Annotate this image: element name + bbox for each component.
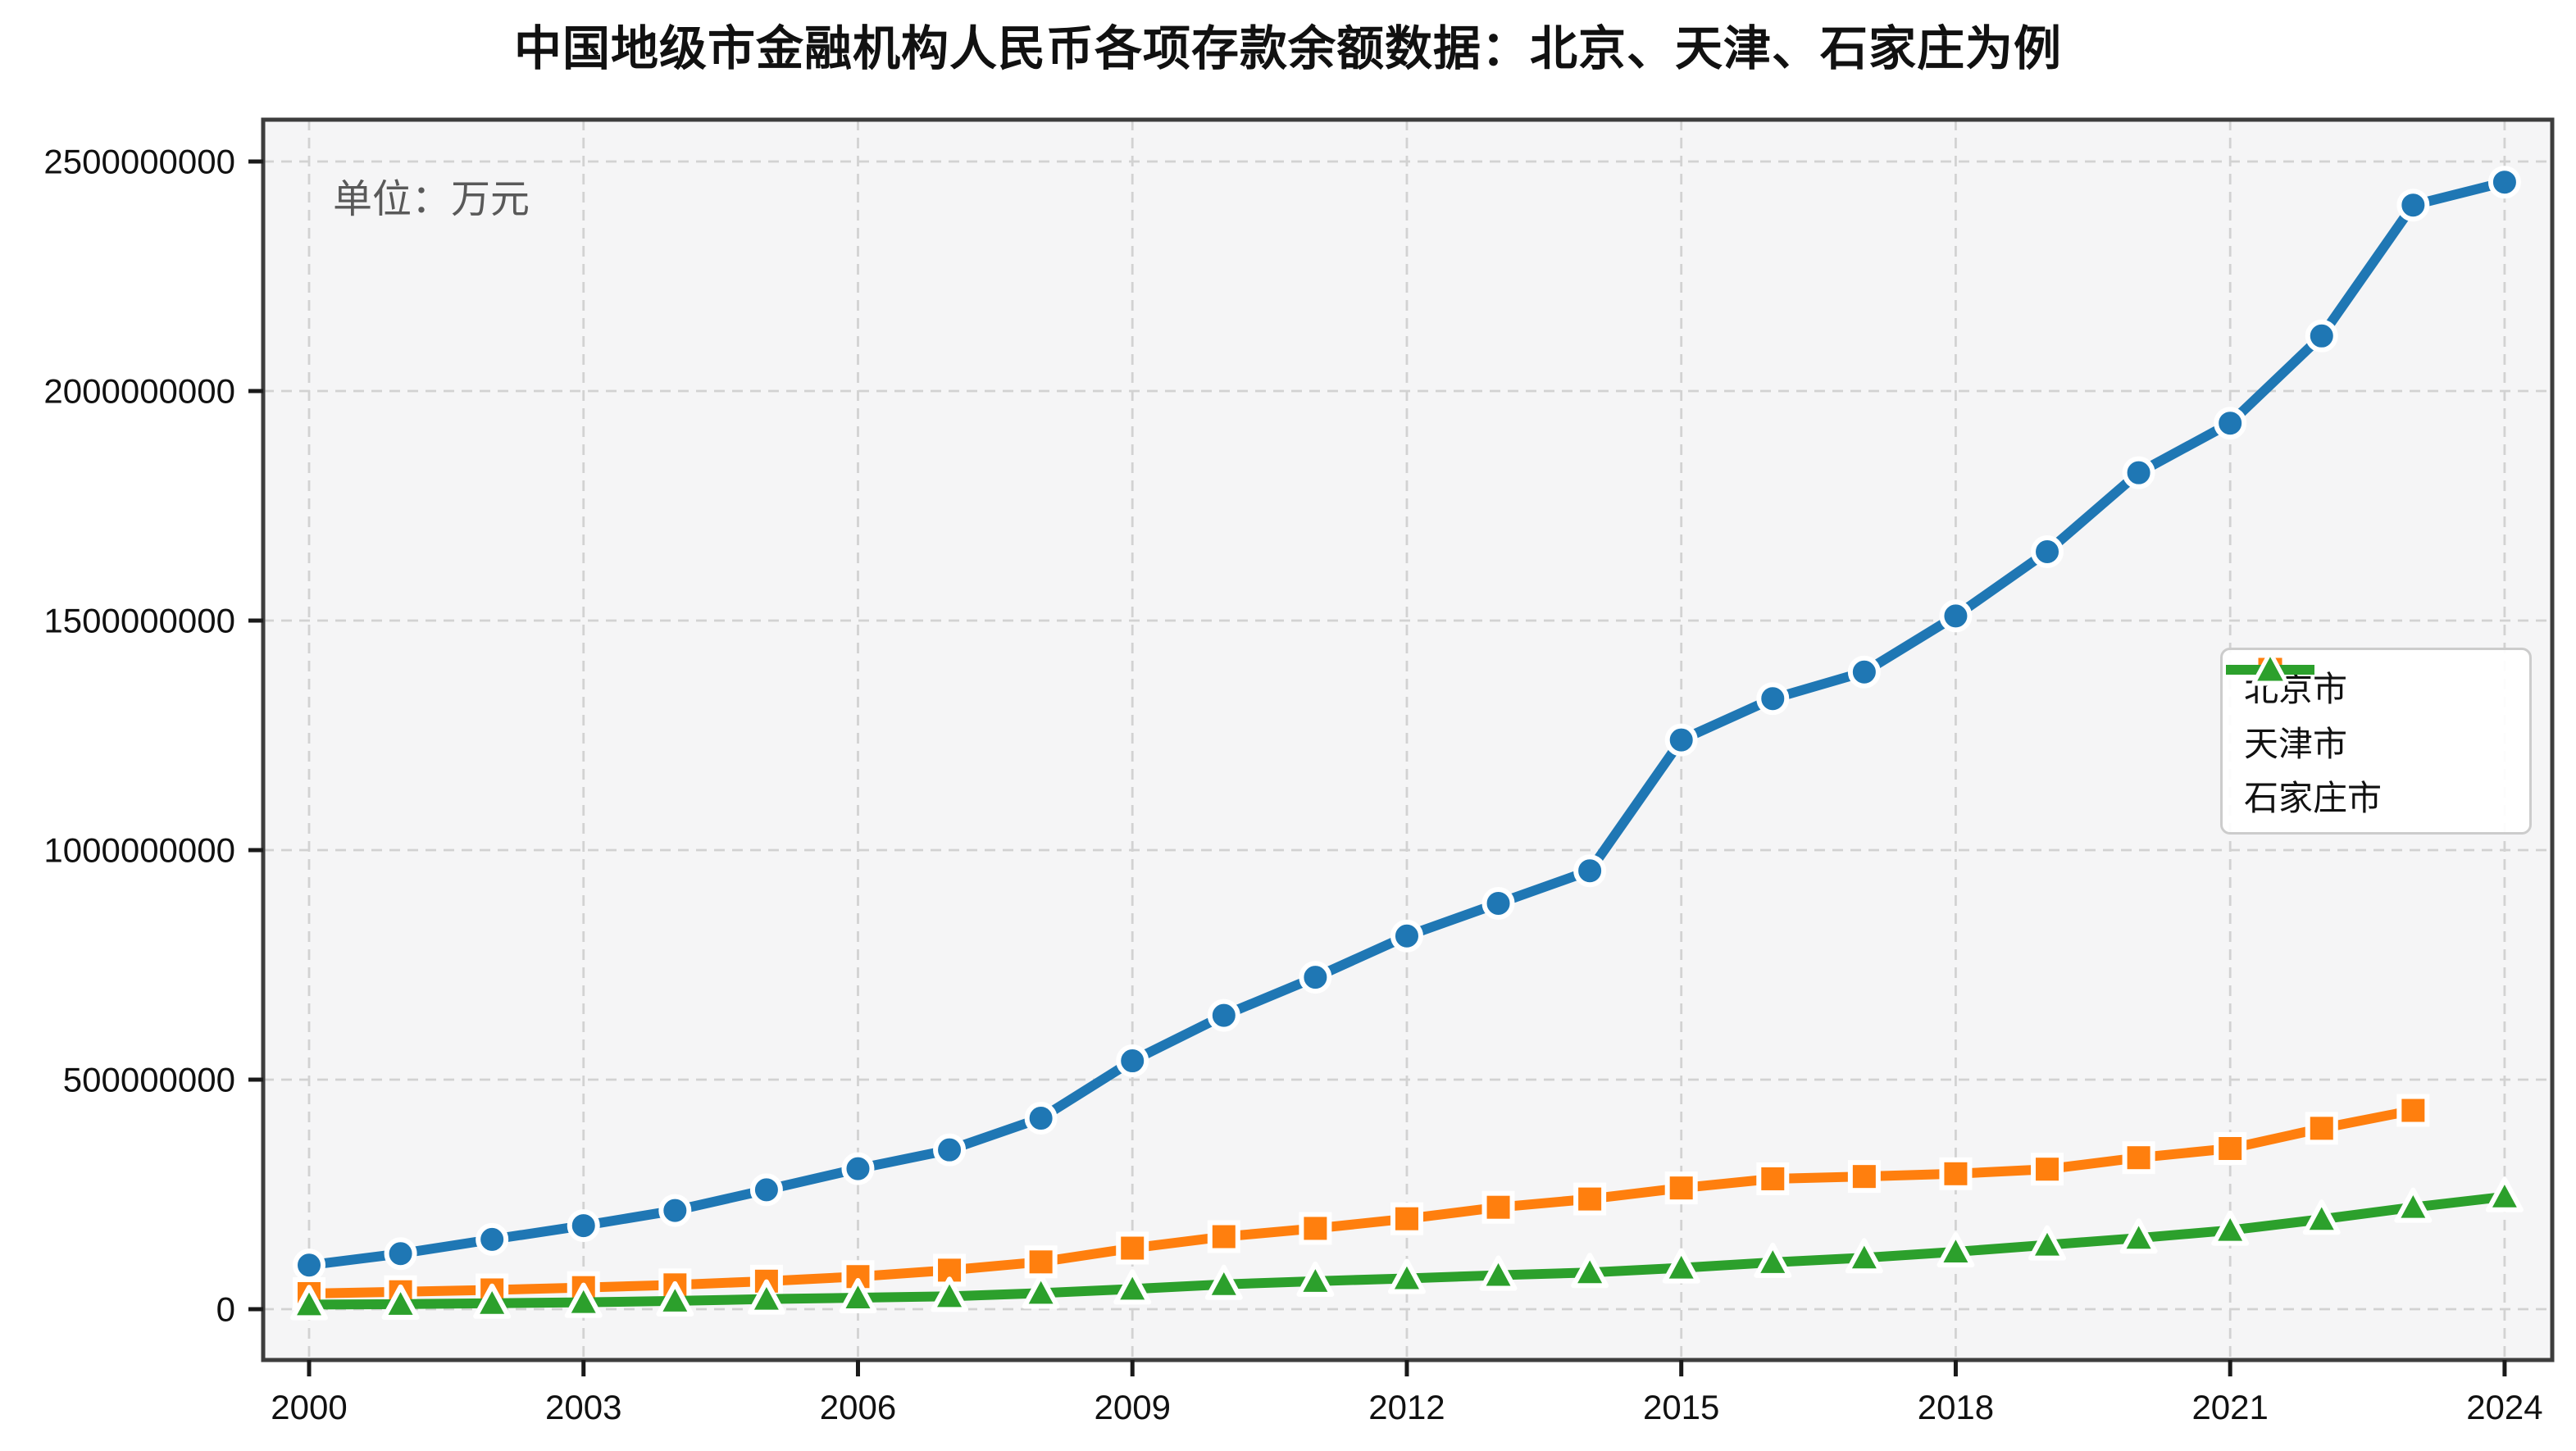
x-tick-label: 2000: [271, 1388, 347, 1426]
y-tick-label: 2500000000: [43, 143, 235, 181]
data-point-tianjin: [1024, 1245, 1058, 1279]
data-point-shijiazhuang: [839, 1278, 877, 1313]
data-point-tianjin: [1116, 1231, 1149, 1265]
data-point-shijiazhuang: [2211, 1210, 2250, 1246]
legend-item-shijiazhuang: 石家庄市: [2223, 650, 2529, 821]
data-point-tianjin: [2214, 1132, 2247, 1165]
data-point-beijing: [658, 1194, 692, 1227]
legend-marker-triangle-icon: [2226, 650, 2314, 685]
x-tick-label: 2003: [545, 1388, 621, 1426]
data-point-beijing: [1390, 919, 1423, 953]
data-point-tianjin: [1756, 1162, 1790, 1195]
data-point-beijing: [2305, 319, 2338, 353]
data-point-shijiazhuang: [1296, 1261, 1335, 1297]
data-point-tianjin: [1573, 1182, 1607, 1216]
x-tick-label: 2012: [1368, 1388, 1445, 1426]
data-point-beijing: [476, 1222, 509, 1256]
data-point-tianjin: [1939, 1157, 1973, 1190]
data-point-beijing: [293, 1249, 325, 1282]
data-point-shijiazhuang: [2394, 1187, 2433, 1223]
data-point-beijing: [1024, 1102, 1058, 1135]
data-point-tianjin: [2305, 1112, 2338, 1145]
data-point-beijing: [2031, 535, 2064, 568]
data-point-tianjin: [2031, 1153, 2064, 1186]
x-tick-label: 2018: [1918, 1388, 1994, 1426]
data-point-shijiazhuang: [931, 1276, 969, 1312]
data-point-beijing: [1756, 682, 1790, 716]
x-tick-label: 2021: [2191, 1388, 2268, 1426]
legend-label: 天津市: [2244, 724, 2348, 763]
data-point-beijing: [1847, 655, 1881, 689]
data-point-beijing: [2122, 456, 2155, 489]
data-point-shijiazhuang: [1113, 1269, 1152, 1305]
x-tick-label: 2006: [820, 1388, 896, 1426]
data-point-beijing: [1664, 723, 1698, 757]
data-point-shijiazhuang: [2028, 1225, 2067, 1261]
data-point-beijing: [1481, 886, 1515, 920]
unit-annotation: 单位：万元: [333, 178, 530, 221]
data-point-shijiazhuang: [1022, 1273, 1060, 1309]
data-point-tianjin: [1390, 1202, 1423, 1235]
data-point-beijing: [2396, 189, 2430, 222]
x-tick-label: 2009: [1095, 1388, 1171, 1426]
data-point-shijiazhuang: [1754, 1242, 1792, 1278]
data-point-beijing: [1207, 998, 1240, 1032]
data-point-tianjin: [1299, 1212, 1332, 1245]
data-point-shijiazhuang: [473, 1283, 512, 1319]
data-point-beijing: [2487, 166, 2521, 199]
data-point-beijing: [933, 1133, 967, 1167]
data-point-shijiazhuang: [2485, 1176, 2524, 1212]
legend-item-tianjin: 天津市: [2223, 653, 2529, 766]
x-tick-label: 2024: [2466, 1388, 2542, 1426]
data-point-shijiazhuang: [747, 1279, 785, 1315]
data-point-tianjin: [1847, 1160, 1881, 1194]
y-tick-label: 1500000000: [43, 602, 235, 640]
y-tick-label: 0: [216, 1290, 235, 1329]
data-point-beijing: [2214, 407, 2247, 440]
data-point-tianjin: [1664, 1171, 1698, 1205]
data-point-tianjin: [1481, 1190, 1515, 1224]
data-point-tianjin: [1207, 1220, 1240, 1253]
data-point-shijiazhuang: [2119, 1218, 2158, 1254]
data-point-shijiazhuang: [564, 1282, 603, 1318]
y-tick-label: 2000000000: [43, 372, 235, 411]
data-point-shijiazhuang: [1845, 1238, 1883, 1274]
data-point-shijiazhuang: [381, 1284, 420, 1320]
data-point-tianjin: [2396, 1094, 2430, 1127]
data-point-beijing: [841, 1152, 875, 1185]
data-point-beijing: [749, 1173, 783, 1207]
y-tick-label: 1000000000: [43, 831, 235, 870]
y-tick-label: 500000000: [63, 1061, 235, 1099]
data-point-beijing: [567, 1209, 600, 1243]
data-point-shijiazhuang: [1387, 1258, 1426, 1294]
data-point-beijing: [1573, 854, 1607, 888]
data-point-shijiazhuang: [1662, 1248, 1700, 1284]
chart-title: 中国地级市金融机构人民币各项存款余额数据：北京、天津、石家庄为例: [513, 22, 2062, 75]
data-point-beijing: [1299, 961, 1332, 994]
data-point-shijiazhuang: [1937, 1232, 1975, 1267]
data-point-tianjin: [2122, 1141, 2155, 1175]
data-point-shijiazhuang: [290, 1285, 328, 1321]
data-point-shijiazhuang: [1204, 1264, 1243, 1300]
data-point-beijing: [384, 1237, 417, 1271]
data-point-shijiazhuang: [2302, 1199, 2341, 1235]
legend: 北京市 天津市 石家庄市: [2220, 648, 2532, 835]
data-point-beijing: [1116, 1044, 1149, 1078]
x-tick-label: 2015: [1643, 1388, 1719, 1426]
legend-label: 石家庄市: [2244, 779, 2383, 818]
data-point-shijiazhuang: [1571, 1253, 1609, 1289]
data-point-shijiazhuang: [1479, 1255, 1518, 1291]
data-point-shijiazhuang: [656, 1280, 694, 1317]
data-point-beijing: [1939, 599, 1973, 633]
